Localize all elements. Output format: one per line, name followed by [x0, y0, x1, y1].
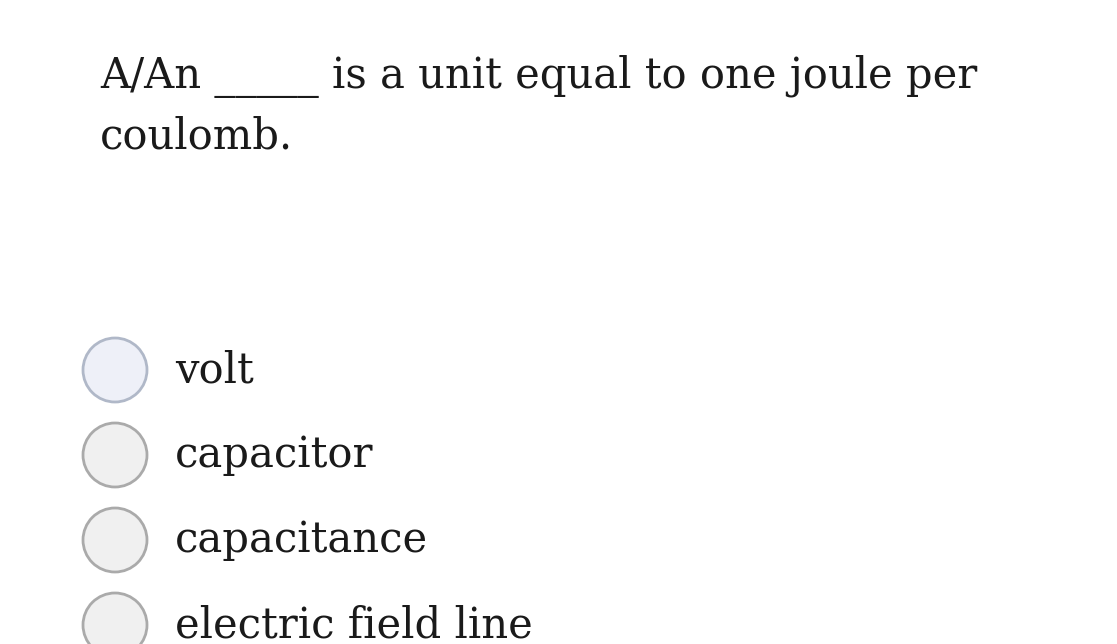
Text: A/An _____ is a unit equal to one joule per: A/An _____ is a unit equal to one joule …	[101, 55, 977, 98]
Text: electric field line: electric field line	[175, 604, 533, 644]
Circle shape	[83, 423, 147, 487]
Text: capacitor: capacitor	[175, 434, 373, 476]
Circle shape	[83, 508, 147, 572]
Circle shape	[83, 593, 147, 644]
Circle shape	[83, 338, 147, 402]
Text: coulomb.: coulomb.	[101, 115, 293, 157]
Text: volt: volt	[175, 349, 254, 391]
Text: capacitance: capacitance	[175, 519, 428, 561]
